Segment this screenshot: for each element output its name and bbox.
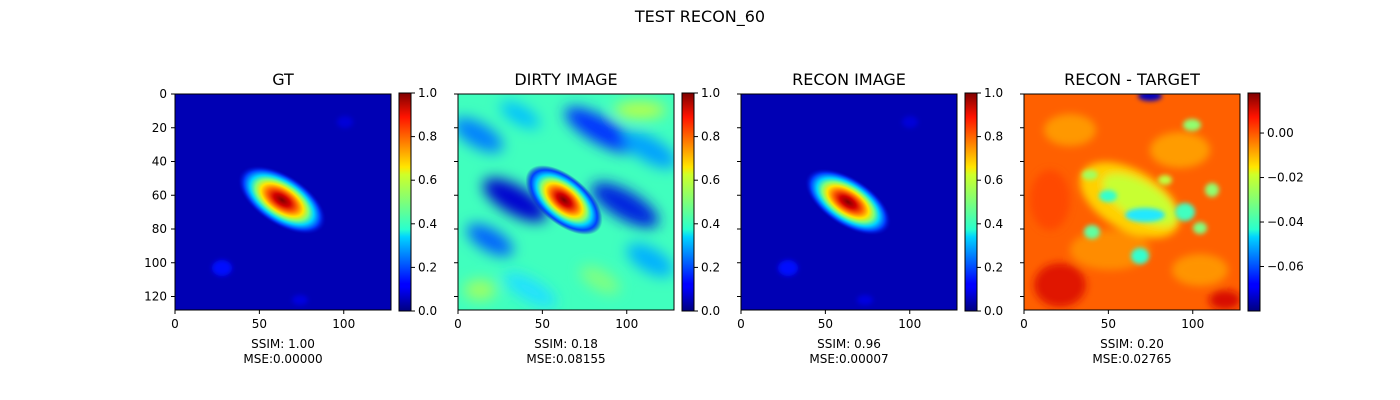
x-tick-label: 100 xyxy=(615,317,638,331)
colorbar-tick-label: 1.0 xyxy=(984,86,1003,100)
ssim-caption: SSIM: 0.18 xyxy=(534,337,598,351)
y-tick-label: 100 xyxy=(144,256,167,270)
colorbar-tick-label: 0.0 xyxy=(701,304,720,318)
colorbar-tick-label: 0.0 xyxy=(984,304,1003,318)
colorbar-tick-label: −0.06 xyxy=(1267,260,1304,274)
y-tick-label: 60 xyxy=(152,188,167,202)
y-tick-label: 20 xyxy=(152,121,167,135)
colorbar-tick-label: 0.8 xyxy=(984,130,1003,144)
colorbar-tick-label: 0.4 xyxy=(984,217,1003,231)
mse-caption: MSE:0.00000 xyxy=(243,352,322,366)
colorbar-tick-label: 1.0 xyxy=(701,86,720,100)
panel-title: DIRTY IMAGE xyxy=(514,70,617,89)
x-tick-label: 50 xyxy=(252,317,267,331)
colorbar-tick-label: 0.2 xyxy=(418,260,437,274)
colorbar xyxy=(1247,92,1261,312)
x-tick-label: 50 xyxy=(1101,317,1116,331)
colorbar-tick-label: 0.2 xyxy=(984,260,1003,274)
x-tick-label: 0 xyxy=(454,317,462,331)
mse-caption: MSE:0.02765 xyxy=(1092,352,1171,366)
heatmap-dirty-image xyxy=(458,94,674,310)
x-tick-label: 0 xyxy=(737,317,745,331)
heatmap-gt-image xyxy=(175,94,391,310)
axes-frame xyxy=(174,93,392,311)
axes-frame xyxy=(1023,93,1241,311)
ssim-caption: SSIM: 0.96 xyxy=(817,337,881,351)
axes-frame xyxy=(740,93,958,311)
x-tick-label: 0 xyxy=(171,317,179,331)
axes-frame xyxy=(457,93,675,311)
ssim-caption: SSIM: 0.20 xyxy=(1100,337,1164,351)
ssim-caption: SSIM: 1.00 xyxy=(251,337,315,351)
x-tick-label: 100 xyxy=(332,317,355,331)
x-tick-label: 100 xyxy=(1181,317,1204,331)
colorbar-tick-label: 0.4 xyxy=(418,217,437,231)
x-tick-label: 100 xyxy=(898,317,921,331)
colorbar-tick-label: 1.0 xyxy=(418,86,437,100)
y-tick-label: 120 xyxy=(144,290,167,304)
colorbar-tick-label: 0.8 xyxy=(418,130,437,144)
y-tick-label: 80 xyxy=(152,222,167,236)
heatmap-recon-image xyxy=(741,94,957,310)
colorbar xyxy=(964,92,978,312)
figure-suptitle: TEST RECON_60 xyxy=(634,7,765,27)
heatmap-recon-minus-target xyxy=(1024,94,1240,310)
colorbar-tick-label: −0.02 xyxy=(1267,171,1304,185)
y-tick-label: 0 xyxy=(159,87,167,101)
colorbar-tick-label: 0.8 xyxy=(701,130,720,144)
colorbar-tick-label: 0.6 xyxy=(701,173,720,187)
x-tick-label: 50 xyxy=(818,317,833,331)
colorbar-tick-label: 0.6 xyxy=(418,173,437,187)
mse-caption: MSE:0.08155 xyxy=(526,352,605,366)
colorbar xyxy=(681,92,695,312)
colorbar xyxy=(398,92,412,312)
y-tick-label: 40 xyxy=(152,155,167,169)
panel-gt: GT 0 50 100 0 20 40 60 80 100 120 SSIM: 1.00MSE:0.0… xyxy=(144,70,437,366)
colorbar-tick-label: 0.2 xyxy=(701,260,720,274)
x-tick-label: 0 xyxy=(1020,317,1028,331)
panel-title: RECON - TARGET xyxy=(1064,70,1200,89)
panel-title: RECON IMAGE xyxy=(792,70,906,89)
panel-title: GT xyxy=(272,70,294,89)
colorbar-tick-label: 0.00 xyxy=(1267,126,1294,140)
colorbar-tick-label: −0.04 xyxy=(1267,215,1304,229)
x-tick-label: 50 xyxy=(535,317,550,331)
mse-caption: MSE:0.00007 xyxy=(809,352,888,366)
colorbar-tick-label: 0.4 xyxy=(701,217,720,231)
colorbar-tick-label: 0.0 xyxy=(418,304,437,318)
colorbar-tick-label: 0.6 xyxy=(984,173,1003,187)
panel-recon-minus-target: RECON - TARGET 0 50 100 SSIM: 0.20MSE:0.0276… xyxy=(1020,70,1304,366)
